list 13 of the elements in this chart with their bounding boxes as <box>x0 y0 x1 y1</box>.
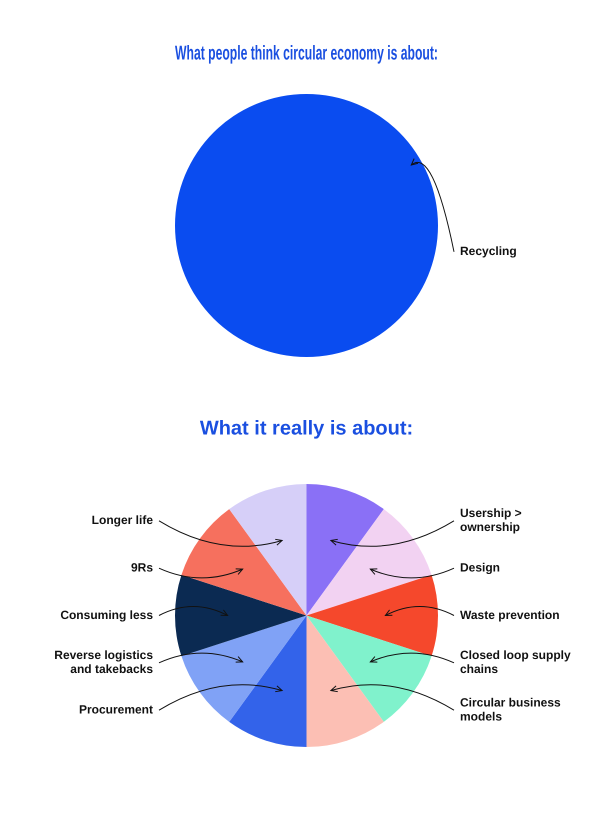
slice-label: Reverse logistics and takebacks <box>54 648 154 676</box>
slice-label: Circular business models <box>460 695 562 724</box>
slice-label: Consuming less <box>60 608 154 622</box>
chart-title: What people think circular economy is about: <box>175 41 438 64</box>
slice-label: Closed loop supply chains <box>460 648 571 676</box>
slice-label: Design <box>460 560 500 574</box>
slice-label: Recycling <box>460 244 517 258</box>
slice-label: Procurement <box>78 702 153 716</box>
slice-label: Usership > ownership <box>460 506 522 534</box>
slice-label: 9Rs <box>130 560 154 574</box>
chart-title: What it really is about: <box>200 418 414 440</box>
slice-label: Waste prevention <box>460 608 560 622</box>
slice-label: Longer life <box>92 513 154 528</box>
